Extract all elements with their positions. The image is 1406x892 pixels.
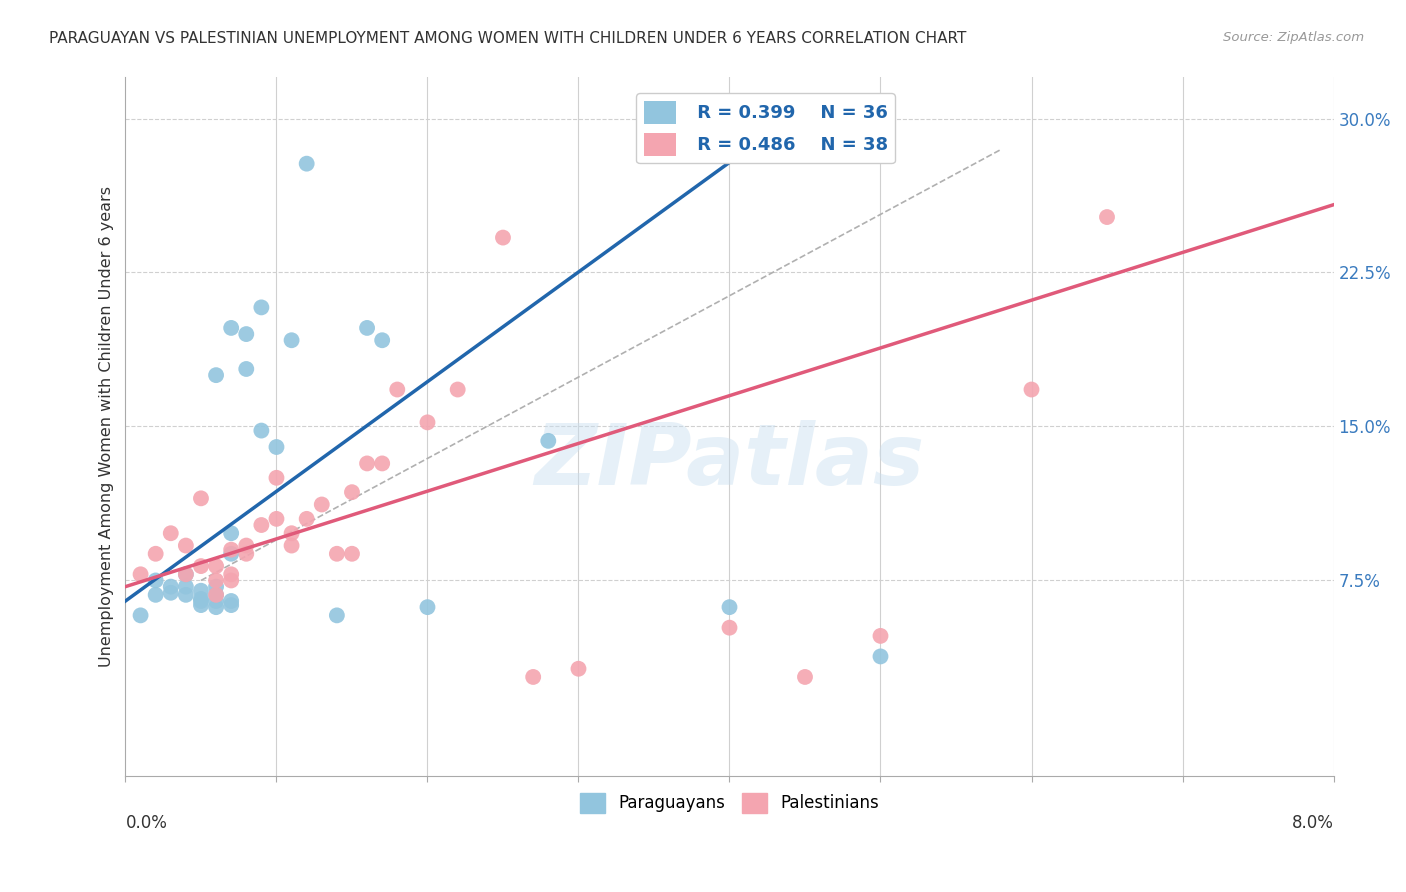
Point bbox=[235, 362, 257, 376]
Point bbox=[340, 485, 363, 500]
Point bbox=[190, 491, 212, 506]
Point bbox=[295, 156, 318, 170]
Point bbox=[794, 670, 817, 684]
Point bbox=[219, 526, 242, 541]
Point bbox=[869, 649, 891, 664]
Point bbox=[205, 574, 228, 588]
Text: Source: ZipAtlas.com: Source: ZipAtlas.com bbox=[1223, 31, 1364, 45]
Point bbox=[174, 567, 197, 582]
Point bbox=[250, 301, 273, 315]
Point bbox=[371, 333, 394, 347]
Point bbox=[219, 598, 242, 612]
Point bbox=[235, 547, 257, 561]
Legend:  R = 0.399    N = 36,  R = 0.486    N = 38: R = 0.399 N = 36, R = 0.486 N = 38 bbox=[637, 94, 896, 163]
Point bbox=[250, 424, 273, 438]
Point bbox=[266, 512, 288, 526]
Point bbox=[174, 539, 197, 553]
Point bbox=[174, 580, 197, 594]
Point bbox=[205, 580, 228, 594]
Point bbox=[371, 457, 394, 471]
Point bbox=[492, 230, 515, 244]
Point bbox=[522, 670, 544, 684]
Point bbox=[447, 383, 470, 397]
Point bbox=[1095, 210, 1118, 224]
Point bbox=[356, 457, 378, 471]
Point bbox=[567, 662, 589, 676]
Point bbox=[219, 542, 242, 557]
Point bbox=[219, 567, 242, 582]
Point bbox=[718, 621, 741, 635]
Point bbox=[190, 598, 212, 612]
Text: PARAGUAYAN VS PALESTINIAN UNEMPLOYMENT AMONG WOMEN WITH CHILDREN UNDER 6 YEARS C: PARAGUAYAN VS PALESTINIAN UNEMPLOYMENT A… bbox=[49, 31, 966, 46]
Point bbox=[129, 608, 152, 623]
Point bbox=[129, 567, 152, 582]
Text: 8.0%: 8.0% bbox=[1292, 814, 1333, 832]
Point bbox=[219, 321, 242, 335]
Point bbox=[869, 629, 891, 643]
Point bbox=[266, 440, 288, 454]
Point bbox=[190, 559, 212, 574]
Point bbox=[1021, 383, 1043, 397]
Point bbox=[537, 434, 560, 448]
Point bbox=[219, 547, 242, 561]
Point bbox=[416, 600, 439, 615]
Point bbox=[295, 512, 318, 526]
Point bbox=[205, 588, 228, 602]
Point bbox=[145, 547, 167, 561]
Point bbox=[145, 574, 167, 588]
Point bbox=[340, 547, 363, 561]
Point bbox=[159, 580, 181, 594]
Point bbox=[311, 498, 333, 512]
Point bbox=[280, 539, 302, 553]
Point bbox=[205, 600, 228, 615]
Point bbox=[190, 591, 212, 606]
Point bbox=[159, 526, 181, 541]
Point bbox=[280, 333, 302, 347]
Point bbox=[159, 586, 181, 600]
Point bbox=[219, 574, 242, 588]
Point bbox=[145, 588, 167, 602]
Point bbox=[205, 368, 228, 383]
Point bbox=[326, 547, 349, 561]
Point bbox=[387, 383, 409, 397]
Point bbox=[235, 539, 257, 553]
Point bbox=[205, 594, 228, 608]
Text: 0.0%: 0.0% bbox=[125, 814, 167, 832]
Point bbox=[190, 594, 212, 608]
Point bbox=[190, 583, 212, 598]
Point bbox=[205, 559, 228, 574]
Point bbox=[326, 608, 349, 623]
Point bbox=[266, 471, 288, 485]
Point bbox=[416, 416, 439, 430]
Point bbox=[219, 594, 242, 608]
Text: ZIPatlas: ZIPatlas bbox=[534, 420, 925, 503]
Point bbox=[174, 588, 197, 602]
Point bbox=[356, 321, 378, 335]
Point bbox=[250, 518, 273, 533]
Point bbox=[235, 327, 257, 342]
Y-axis label: Unemployment Among Women with Children Under 6 years: Unemployment Among Women with Children U… bbox=[100, 186, 114, 667]
Point bbox=[174, 567, 197, 582]
Point bbox=[718, 600, 741, 615]
Point bbox=[280, 526, 302, 541]
Point bbox=[205, 588, 228, 602]
